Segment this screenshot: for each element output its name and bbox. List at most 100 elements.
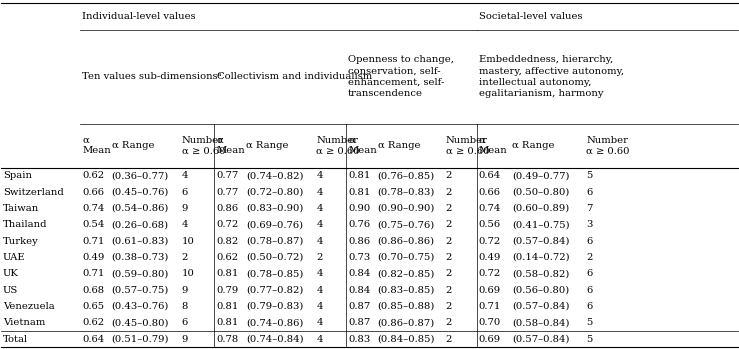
Text: 0.72: 0.72 [479, 237, 501, 246]
Text: (0.36–0.77): (0.36–0.77) [112, 171, 168, 180]
Text: (0.86–0.87): (0.86–0.87) [378, 318, 435, 327]
Text: 2: 2 [446, 253, 452, 262]
Text: α Range: α Range [112, 141, 154, 150]
Text: 0.84: 0.84 [348, 269, 370, 278]
Text: Turkey: Turkey [3, 237, 38, 246]
Text: 0.66: 0.66 [82, 187, 104, 196]
Text: (0.74–0.84): (0.74–0.84) [246, 335, 304, 343]
Text: 0.83: 0.83 [348, 335, 370, 343]
Text: (0.57–0.84): (0.57–0.84) [512, 335, 570, 343]
Text: 3: 3 [586, 220, 593, 229]
Text: 4: 4 [316, 204, 323, 213]
Text: 4: 4 [182, 171, 188, 180]
Text: Number
α ≥ 0.60: Number α ≥ 0.60 [586, 136, 630, 155]
Text: 4: 4 [316, 285, 323, 295]
Text: 0.71: 0.71 [82, 237, 104, 246]
Text: (0.49–0.77): (0.49–0.77) [512, 171, 570, 180]
Text: α
Mean: α Mean [217, 136, 245, 155]
Text: (0.72–0.80): (0.72–0.80) [246, 187, 304, 196]
Text: (0.56–0.80): (0.56–0.80) [512, 285, 569, 295]
Text: 0.82: 0.82 [217, 237, 239, 246]
Text: Vietnam: Vietnam [3, 318, 45, 327]
Text: (0.57–0.84): (0.57–0.84) [512, 237, 570, 246]
Text: 2: 2 [446, 302, 452, 311]
Text: α
Mean: α Mean [479, 136, 508, 155]
Text: 2: 2 [446, 171, 452, 180]
Text: 2: 2 [446, 269, 452, 278]
Text: (0.45–0.76): (0.45–0.76) [112, 187, 169, 196]
Text: Switzerland: Switzerland [3, 187, 64, 196]
Text: 0.90: 0.90 [348, 204, 370, 213]
Text: 0.76: 0.76 [348, 220, 370, 229]
Text: 0.71: 0.71 [479, 302, 501, 311]
Text: 0.56: 0.56 [479, 220, 501, 229]
Text: 5: 5 [586, 171, 593, 180]
Text: (0.45–0.80): (0.45–0.80) [112, 318, 169, 327]
Text: 9: 9 [182, 204, 188, 213]
Text: 5: 5 [586, 335, 593, 343]
Text: 10: 10 [182, 237, 194, 246]
Text: UAE: UAE [3, 253, 26, 262]
Text: 0.49: 0.49 [82, 253, 104, 262]
Text: Societal-level values: Societal-level values [479, 12, 582, 21]
Text: 2: 2 [446, 285, 452, 295]
Text: Venezuela: Venezuela [3, 302, 55, 311]
Text: α
Mean: α Mean [82, 136, 111, 155]
Text: (0.38–0.73): (0.38–0.73) [112, 253, 169, 262]
Text: 0.62: 0.62 [82, 171, 104, 180]
Text: Thailand: Thailand [3, 220, 47, 229]
Text: 0.81: 0.81 [348, 187, 370, 196]
Text: Ten values sub-dimensionsᵃ: Ten values sub-dimensionsᵃ [82, 72, 222, 81]
Text: Spain: Spain [3, 171, 32, 180]
Text: 4: 4 [316, 237, 323, 246]
Text: (0.75–0.76): (0.75–0.76) [378, 220, 435, 229]
Text: (0.51–0.79): (0.51–0.79) [112, 335, 169, 343]
Text: 4: 4 [316, 269, 323, 278]
Text: (0.58–0.82): (0.58–0.82) [512, 269, 570, 278]
Text: (0.83–0.85): (0.83–0.85) [378, 285, 435, 295]
Text: Openness to change,
conservation, self-
enhancement, self-
transcendence: Openness to change, conservation, self- … [348, 55, 454, 98]
Text: 4: 4 [316, 171, 323, 180]
Text: (0.76–0.85): (0.76–0.85) [378, 171, 435, 180]
Text: α Range: α Range [246, 141, 289, 150]
Text: (0.58–0.84): (0.58–0.84) [512, 318, 570, 327]
Text: (0.43–0.76): (0.43–0.76) [112, 302, 169, 311]
Text: 0.71: 0.71 [82, 269, 104, 278]
Text: 0.74: 0.74 [82, 204, 104, 213]
Text: 4: 4 [316, 187, 323, 196]
Text: 10: 10 [182, 269, 194, 278]
Text: (0.74–0.82): (0.74–0.82) [246, 171, 304, 180]
Text: Number
α ≥ 0.60: Number α ≥ 0.60 [446, 136, 489, 155]
Text: 0.49: 0.49 [479, 253, 501, 262]
Text: 2: 2 [316, 253, 323, 262]
Text: (0.82–0.85): (0.82–0.85) [378, 269, 435, 278]
Text: 0.87: 0.87 [348, 318, 370, 327]
Text: 7: 7 [586, 204, 593, 213]
Text: 4: 4 [316, 220, 323, 229]
Text: 4: 4 [182, 220, 188, 229]
Text: 0.65: 0.65 [82, 302, 104, 311]
Text: Embeddedness, hierarchy,
mastery, affective autonomy,
intellectual autonomy,
ega: Embeddedness, hierarchy, mastery, affect… [479, 55, 624, 98]
Text: (0.59–0.80): (0.59–0.80) [112, 269, 169, 278]
Text: (0.50–0.80): (0.50–0.80) [512, 187, 570, 196]
Text: 6: 6 [182, 318, 188, 327]
Text: (0.83–0.90): (0.83–0.90) [246, 204, 304, 213]
Text: Collectivism and individualism: Collectivism and individualism [217, 72, 372, 81]
Text: (0.79–0.83): (0.79–0.83) [246, 302, 304, 311]
Text: 0.66: 0.66 [479, 187, 501, 196]
Text: 0.81: 0.81 [217, 302, 239, 311]
Text: (0.26–0.68): (0.26–0.68) [112, 220, 168, 229]
Text: (0.78–0.85): (0.78–0.85) [246, 269, 304, 278]
Text: 5: 5 [586, 318, 593, 327]
Text: 2: 2 [446, 237, 452, 246]
Text: 0.81: 0.81 [348, 171, 370, 180]
Text: (0.85–0.88): (0.85–0.88) [378, 302, 435, 311]
Text: Total: Total [3, 335, 28, 343]
Text: 0.68: 0.68 [82, 285, 104, 295]
Text: (0.41–0.75): (0.41–0.75) [512, 220, 570, 229]
Text: 4: 4 [316, 302, 323, 311]
Text: 0.72: 0.72 [217, 220, 239, 229]
Text: US: US [3, 285, 18, 295]
Text: (0.57–0.75): (0.57–0.75) [112, 285, 169, 295]
Text: 9: 9 [182, 285, 188, 295]
